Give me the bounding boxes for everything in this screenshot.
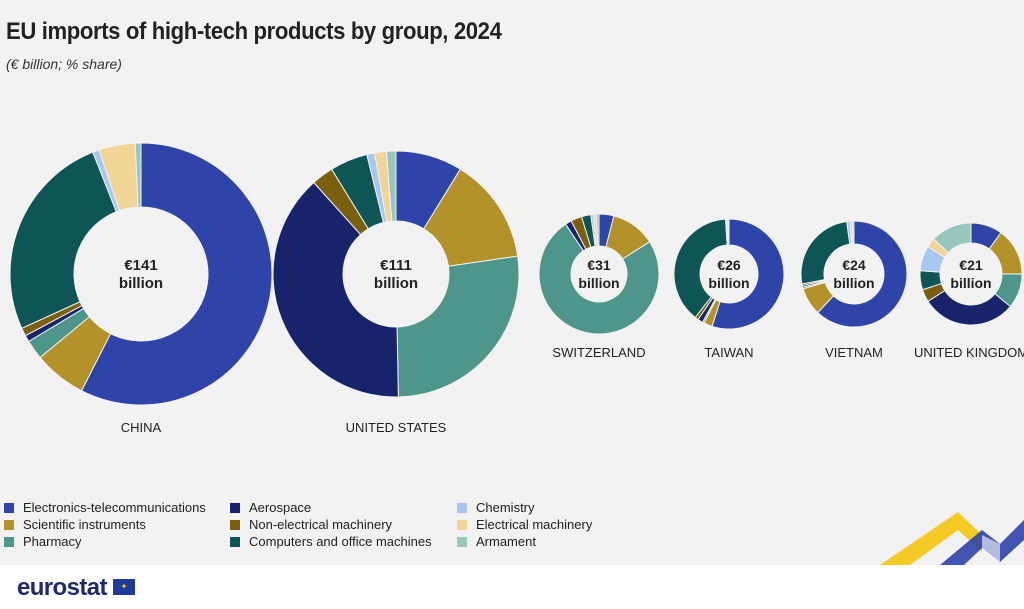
donut-slice-aerospace (272, 181, 399, 398)
donut-country-label: VIETNAM (825, 345, 883, 360)
chart-title: EU imports of high-tech products by grou… (6, 18, 502, 45)
legend-label: Chemistry (476, 500, 535, 515)
legend-label: Aerospace (249, 500, 312, 515)
donut-center-unit: billion (833, 275, 874, 291)
donut-country-label: UNITED KINGDOM (914, 345, 1024, 360)
eu-flag-icon: ✦ (113, 579, 135, 595)
legend-swatch (457, 536, 467, 547)
legend-swatch (457, 502, 467, 513)
donut-center-value: €26 (717, 257, 741, 273)
donut-country-label: TAIWAN (704, 345, 753, 360)
donut-center-value: €111 (380, 257, 412, 274)
donut-slice-armament (933, 222, 972, 254)
donut-center-value: €21 (959, 257, 983, 273)
donut-slice-armament (134, 142, 142, 208)
legend-label: Scientific instruments (23, 517, 146, 532)
legend-swatch (230, 536, 240, 547)
legend-label: Electronics-telecommunications (23, 500, 206, 515)
legend-item-armament: Armament (457, 534, 536, 549)
donut-center-value: €141 (124, 257, 157, 274)
legend-item-aerospace: Aerospace (230, 500, 311, 515)
legend-label: Armament (476, 534, 536, 549)
legend-swatch (4, 502, 14, 513)
donut-center-value: €24 (842, 257, 866, 273)
donut-country-label: CHINA (121, 420, 162, 435)
legend-item-chemistry: Chemistry (457, 500, 535, 515)
footer: eurostat ✦ (0, 565, 1024, 609)
donut-country-label: UNITED STATES (346, 420, 447, 435)
donut-slice-electronics-telecommunications (817, 220, 908, 328)
legend-label: Computers and office machines (249, 534, 432, 549)
donut-united-kingdom: €21 billion UNITED KINGDOM (914, 222, 1024, 360)
donut-country-label: SWITZERLAND (552, 345, 645, 360)
decorative-chevron-graphic (880, 512, 1024, 565)
donut-center-unit: billion (374, 275, 418, 292)
donut-vietnam: €24 billion VIETNAM (800, 220, 908, 360)
legend-item-pharmacy: Pharmacy (4, 534, 82, 549)
donut-center-unit: billion (119, 275, 163, 292)
donut-switzerland: €31 billion SWITZERLAND (538, 213, 660, 360)
chart-subtitle: (€ billion; % share) (6, 56, 122, 72)
donut-center-unit: billion (578, 275, 619, 291)
legend-item-non-electrical: Non-electrical machinery (230, 517, 392, 532)
legend-item-scientific: Scientific instruments (4, 517, 146, 532)
donut-slice-armament (595, 213, 600, 247)
legend-swatch (457, 519, 467, 530)
legend-label: Non-electrical machinery (249, 517, 393, 532)
donut-center-unit: billion (950, 275, 991, 291)
donut-slice-computers-and-office-machines (673, 218, 728, 319)
donut-center-value: €31 (587, 257, 611, 273)
legend-item-computers: Computers and office machines (230, 534, 432, 549)
donut-taiwan: €26 billion TAIWAN (673, 218, 785, 360)
donut-slice-armament (385, 150, 397, 222)
legend-label: Pharmacy (23, 534, 82, 549)
donut-slice-armament (851, 220, 855, 245)
legend-swatch (4, 536, 14, 547)
donut-slice-armament (727, 218, 730, 246)
legend-swatch (230, 519, 240, 530)
donut-slice-computers-and-office-machines (9, 151, 117, 329)
legend-swatch (230, 502, 240, 513)
legend-item-electronics: Electronics-telecommunications (4, 500, 206, 515)
donut-center-unit: billion (708, 275, 749, 291)
donut-slice-electronics-telecommunications (80, 142, 273, 406)
eurostat-logo: eurostat (17, 574, 107, 601)
legend-swatch (4, 519, 14, 530)
legend-item-electrical: Electrical machinery (457, 517, 592, 532)
donut-slice-pharmacy (396, 255, 520, 398)
donut-slice-pharmacy (538, 223, 660, 335)
donut-slice-electronics-telecommunications (711, 218, 785, 330)
legend: Electronics-telecommunications Aerospace… (0, 498, 1024, 558)
donut-slice-aerospace (927, 289, 1012, 326)
legend-label: Electrical machinery (476, 517, 593, 532)
